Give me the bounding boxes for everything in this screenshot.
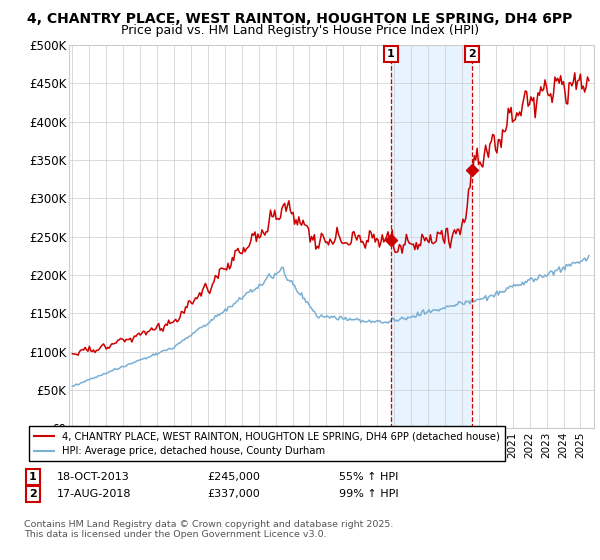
Text: 1: 1 xyxy=(387,49,395,59)
Bar xyxy=(391,45,472,428)
Text: 99% ↑ HPI: 99% ↑ HPI xyxy=(339,489,398,499)
Text: 2: 2 xyxy=(469,49,476,59)
Text: 2: 2 xyxy=(29,489,37,499)
Text: 4, CHANTRY PLACE, WEST RAINTON, HOUGHTON LE SPRING, DH4 6PP: 4, CHANTRY PLACE, WEST RAINTON, HOUGHTON… xyxy=(28,12,572,26)
Legend: 4, CHANTRY PLACE, WEST RAINTON, HOUGHTON LE SPRING, DH4 6PP (detached house), HP: 4, CHANTRY PLACE, WEST RAINTON, HOUGHTON… xyxy=(29,426,505,461)
Text: 1: 1 xyxy=(29,472,37,482)
Text: 17-AUG-2018: 17-AUG-2018 xyxy=(57,489,131,499)
Text: £337,000: £337,000 xyxy=(207,489,260,499)
Text: £245,000: £245,000 xyxy=(207,472,260,482)
Text: 18-OCT-2013: 18-OCT-2013 xyxy=(57,472,130,482)
Text: 55% ↑ HPI: 55% ↑ HPI xyxy=(339,472,398,482)
Text: Contains HM Land Registry data © Crown copyright and database right 2025.
This d: Contains HM Land Registry data © Crown c… xyxy=(24,520,394,539)
Text: Price paid vs. HM Land Registry's House Price Index (HPI): Price paid vs. HM Land Registry's House … xyxy=(121,24,479,36)
